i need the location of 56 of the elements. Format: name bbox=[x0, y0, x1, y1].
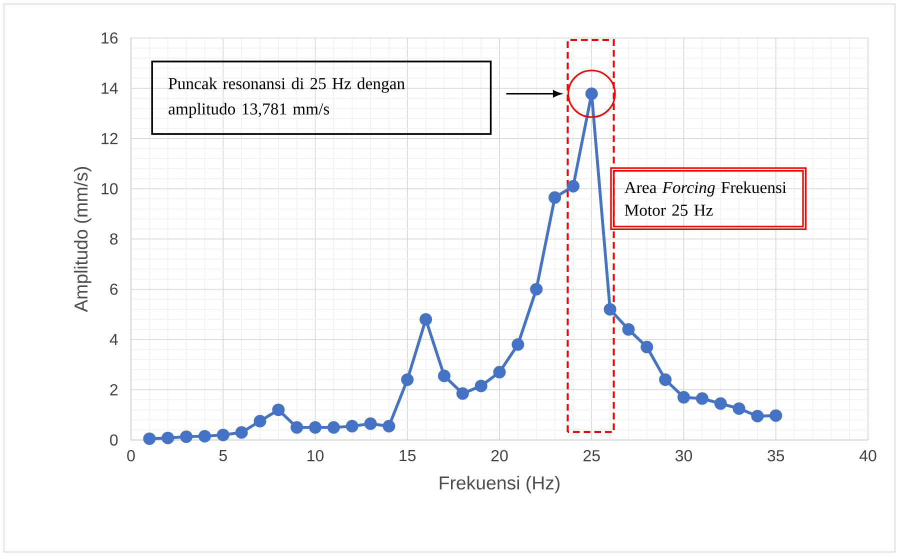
y-axis-title: Amplitudo (mm/s) bbox=[74, 167, 92, 312]
point bbox=[235, 426, 248, 439]
x-tick-label: 35 bbox=[768, 450, 784, 462]
point bbox=[714, 397, 727, 410]
point bbox=[456, 387, 469, 400]
point bbox=[677, 391, 690, 404]
x-tick-label: 15 bbox=[400, 450, 416, 462]
point bbox=[198, 430, 211, 442]
y-tick-label: 12 bbox=[102, 132, 118, 144]
point bbox=[512, 338, 524, 351]
point bbox=[254, 414, 266, 428]
annotation: Puncak resonansi di 25 Hz dengan amplitudo 13,781 mm/s bbox=[168, 78, 405, 118]
y-tick-label: 10 bbox=[102, 183, 118, 194]
point bbox=[327, 421, 340, 434]
point bbox=[530, 282, 543, 296]
x-tick-label: 20 bbox=[491, 450, 508, 462]
point bbox=[438, 370, 450, 382]
point bbox=[696, 392, 708, 405]
point bbox=[474, 380, 488, 392]
point bbox=[216, 428, 230, 442]
point bbox=[566, 180, 580, 192]
point bbox=[143, 432, 156, 445]
x-tick-label: 0 bbox=[127, 450, 135, 462]
point bbox=[346, 420, 358, 432]
point bbox=[604, 303, 616, 316]
point bbox=[364, 417, 377, 430]
x-tick-label: 40 bbox=[859, 450, 876, 462]
point bbox=[162, 432, 174, 444]
point bbox=[659, 373, 672, 386]
x-tick-label: 10 bbox=[308, 450, 324, 462]
point bbox=[308, 421, 322, 434]
point bbox=[770, 409, 782, 422]
x-tick-label: 30 bbox=[675, 450, 692, 462]
point bbox=[401, 373, 414, 386]
annotation: Area Forcing Frekuensi Motor 25 Hz bbox=[624, 181, 786, 216]
y-tick-label: 4 bbox=[110, 334, 118, 345]
point bbox=[382, 420, 396, 432]
y-tick-label: 0 bbox=[110, 434, 118, 446]
x-tick-label: 25 bbox=[584, 450, 600, 462]
point bbox=[622, 323, 635, 336]
y-tick-label: 8 bbox=[110, 233, 118, 245]
y-tick-label: 2 bbox=[110, 384, 118, 396]
point bbox=[420, 313, 432, 326]
point bbox=[290, 421, 304, 434]
y-tick-label: 6 bbox=[110, 284, 118, 295]
point bbox=[732, 402, 746, 415]
x-axis-title: Frekuensi (Hz) bbox=[440, 476, 560, 494]
point bbox=[640, 340, 654, 354]
y-tick-label: 14 bbox=[102, 82, 118, 94]
point bbox=[493, 366, 506, 378]
y-tick-label: 16 bbox=[102, 32, 118, 44]
point bbox=[272, 404, 285, 416]
x-tick-label: 5 bbox=[219, 450, 227, 462]
point bbox=[751, 410, 764, 422]
point bbox=[180, 430, 193, 443]
point bbox=[548, 191, 562, 204]
